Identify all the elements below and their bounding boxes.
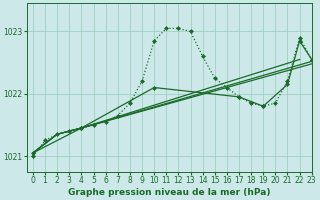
X-axis label: Graphe pression niveau de la mer (hPa): Graphe pression niveau de la mer (hPa) xyxy=(68,188,270,197)
